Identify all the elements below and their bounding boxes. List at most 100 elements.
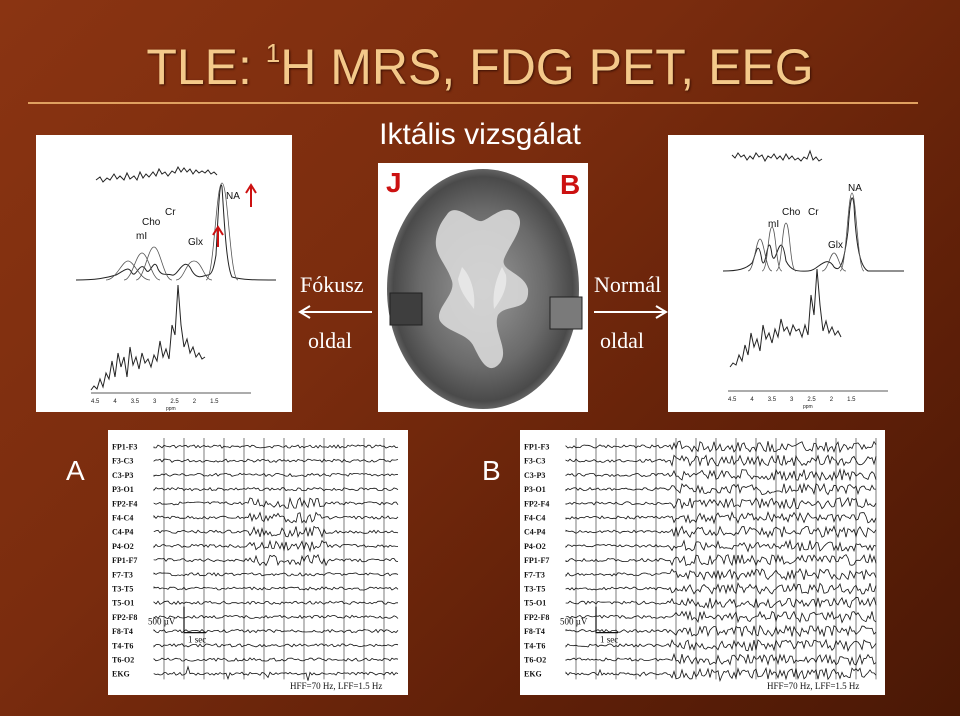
eeg-scale-time: 1 sec [188,635,206,645]
eeg-a-traces: FP1-F3 F3-C3 C3-P3 P3-O1 FP2-F4 F4-C4 C4-P4 P4-… [112,438,399,691]
arrow-right-icon [594,305,668,319]
eeg-scale-voltage: 500 µV [148,617,176,627]
pet-right-label: B [560,169,581,200]
eeg-trace [153,643,399,648]
eeg-trace [153,472,399,477]
white-matter [435,209,529,369]
focus-side-label-2: oldal [308,328,352,353]
eeg-trace [153,628,399,634]
roi-left [389,292,423,326]
eeg-trace [565,624,877,638]
eeg-channel-label: FP2-F8 [524,613,549,622]
eeg-channel-label: T3-T5 [112,585,133,594]
eeg-channel-label: FP2-F4 [524,499,549,508]
eeg-scale-time: 1 sec [600,635,618,645]
eeg-panel-b: FP1-F3 F3-C3 C3-P3 P3-O1 FP2-F4 F4-C4 C4-P4 P4-… [520,430,885,695]
mrs-right-peak-glx: Glx [828,240,843,251]
mrs-left-peak-glx: Glx [188,237,203,248]
eeg-trace [153,586,399,591]
pet-brain-svg [387,169,583,409]
eeg-channel-label: T4-T6 [524,641,545,650]
eeg-channel-label: P4-O2 [112,542,134,551]
eeg-trace [565,638,877,652]
eeg-trace [153,458,399,463]
mrs-right-noisy-bottom [729,268,842,368]
mrs-left-peak-mi: mI [136,231,147,242]
eeg-scale-bar [595,606,618,634]
eeg-channel-label: C3-P3 [112,471,133,480]
eeg-trace [565,510,877,525]
slide-title: TLE: 1H MRS, FDG PET, EEG [146,38,814,95]
eeg-trace [565,440,877,454]
eeg-trace [153,496,399,509]
mrs-left-noisy-top [95,165,218,183]
mrs-left-unit: ppm [166,406,176,412]
eeg-trace [565,610,877,624]
mrs-left-spectra: mI Cho Cr Glx NA 4.5 4 3.5 3 2.5 2 1.5 ppm [75,165,277,412]
eeg-channel-label: F4-C4 [112,514,133,523]
focus-side-label: Fókusz [300,272,364,297]
mrs-right-panel: mI Cho Cr Glx NA 4.5 4 3.5 3 2.5 2 1.5 ppm [668,135,924,412]
eeg-channel-label: P3-O1 [112,485,134,494]
eeg-channel-label: C4-P4 [524,528,545,537]
mrs-right-components [747,192,865,272]
mrs-right-peak-cr: Cr [808,207,819,218]
eeg-b-traces: FP1-F3 F3-C3 C3-P3 P3-O1 FP2-F4 F4-C4 C4-P4 P4-… [524,438,877,691]
eeg-trace [565,482,876,496]
slide-subtitle: Iktális vizsgálat [379,118,581,151]
eeg-channel-label: C4-P4 [112,528,133,537]
mrs-left-peak-cho: Cho [142,217,161,228]
eeg-channel-label: F3-C3 [524,457,545,466]
mrs-right-peak-na: NA [848,183,862,194]
eeg-channel-label: FP1-F3 [112,443,137,452]
mrs-left-peak-cr: Cr [165,207,176,218]
eeg-channel-label: T4-T6 [112,641,133,650]
eeg-trace [565,468,877,482]
eeg-channel-label: F7-T3 [524,570,545,579]
eeg-trace [153,600,398,605]
mrs-left-panel: mI Cho Cr Glx NA 4.5 4 3.5 3 2.5 2 1.5 ppm [36,135,292,412]
eeg-channel-label: P3-O1 [524,485,546,494]
eeg-channel-label: T6-O2 [112,656,134,665]
eeg-channel-label: EKG [112,670,130,679]
eeg-scale-bar [183,606,206,634]
eeg-trace [565,496,877,510]
arrow-up-icon [245,183,257,207]
mrs-right-ticks: 4.5 4 3.5 3 2.5 2 1.5 [728,397,856,403]
eeg-channel-label: FP2-F8 [112,613,137,622]
eeg-trace [153,572,399,577]
eeg-channel-label: FP1-F3 [524,443,549,452]
eeg-trace [153,486,399,492]
ventricle-left [458,267,475,309]
mrs-left-peak-na: NA [226,191,240,202]
eeg-channel-label: T5-O1 [524,599,546,608]
eeg-trace [153,525,399,539]
mrs-left-components [105,182,239,281]
eeg-trace [153,614,399,620]
eeg-channel-label: C3-P3 [524,471,545,480]
eeg-channel-label: T3-T5 [524,585,545,594]
mrs-left-noisy-bottom [90,284,206,391]
eeg-trace [565,524,877,539]
ventricle-right [493,267,507,309]
eeg-trace [153,657,399,662]
eeg-label-a: A [66,455,85,486]
normal-side-label-2: oldal [600,328,644,353]
eeg-filter-note: HFF=70 Hz, LFF=1.5 Hz [290,681,382,691]
eeg-channel-label: T5-O1 [112,599,134,608]
eeg-label-b: B [482,455,501,486]
eeg-channel-label: FP1-F7 [524,556,549,565]
pet-left-label: J [386,167,402,198]
arrow-left-icon [298,305,372,319]
mrs-right-noisy-top [731,149,823,163]
eeg-channel-label: F8-T4 [524,627,545,636]
mrs-right-peak-mi: mI [768,219,779,230]
eeg-channel-label: EKG [524,670,542,679]
eeg-channel-label: P4-O2 [524,542,546,551]
eeg-trace [153,553,399,567]
eeg-panel-a: FP1-F3 F3-C3 C3-P3 P3-O1 FP2-F4 F4-C4 C4-P4 P4-… [108,430,408,695]
eeg-filter-note: HFF=70 Hz, LFF=1.5 Hz [767,681,859,691]
mrs-right-unit: ppm [803,404,813,410]
normal-side-label: Normál [594,272,662,297]
eeg-channel-label: T6-O2 [524,656,546,665]
